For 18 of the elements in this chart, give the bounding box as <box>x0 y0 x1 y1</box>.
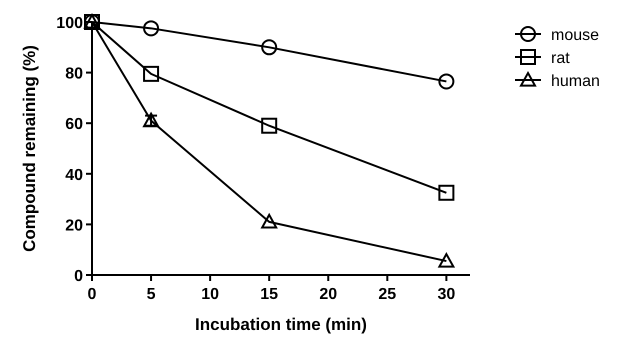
x-tick-label: 10 <box>201 286 220 303</box>
y-tick-label: 100 <box>56 15 84 32</box>
x-tick-label: 0 <box>88 286 97 303</box>
legend-label: human <box>551 73 600 90</box>
y-axis-title: Compound remaining (%) <box>20 45 39 252</box>
x-tick-label: 15 <box>260 286 278 303</box>
x-tick-label: 5 <box>146 286 156 303</box>
x-axis-title: Incubation time (min) <box>195 315 367 334</box>
y-tick-label: 20 <box>65 217 84 234</box>
x-tick-label: 30 <box>437 286 456 303</box>
legend-label: mouse <box>551 27 600 44</box>
legend-label: rat <box>551 50 570 67</box>
x-tick-label: 25 <box>378 286 396 303</box>
y-tick-label: 40 <box>65 166 84 184</box>
x-tick-label: 20 <box>319 286 338 303</box>
y-tick-label: 0 <box>74 268 84 285</box>
y-tick-label: 80 <box>65 66 84 83</box>
y-tick-label: 60 <box>65 116 84 134</box>
